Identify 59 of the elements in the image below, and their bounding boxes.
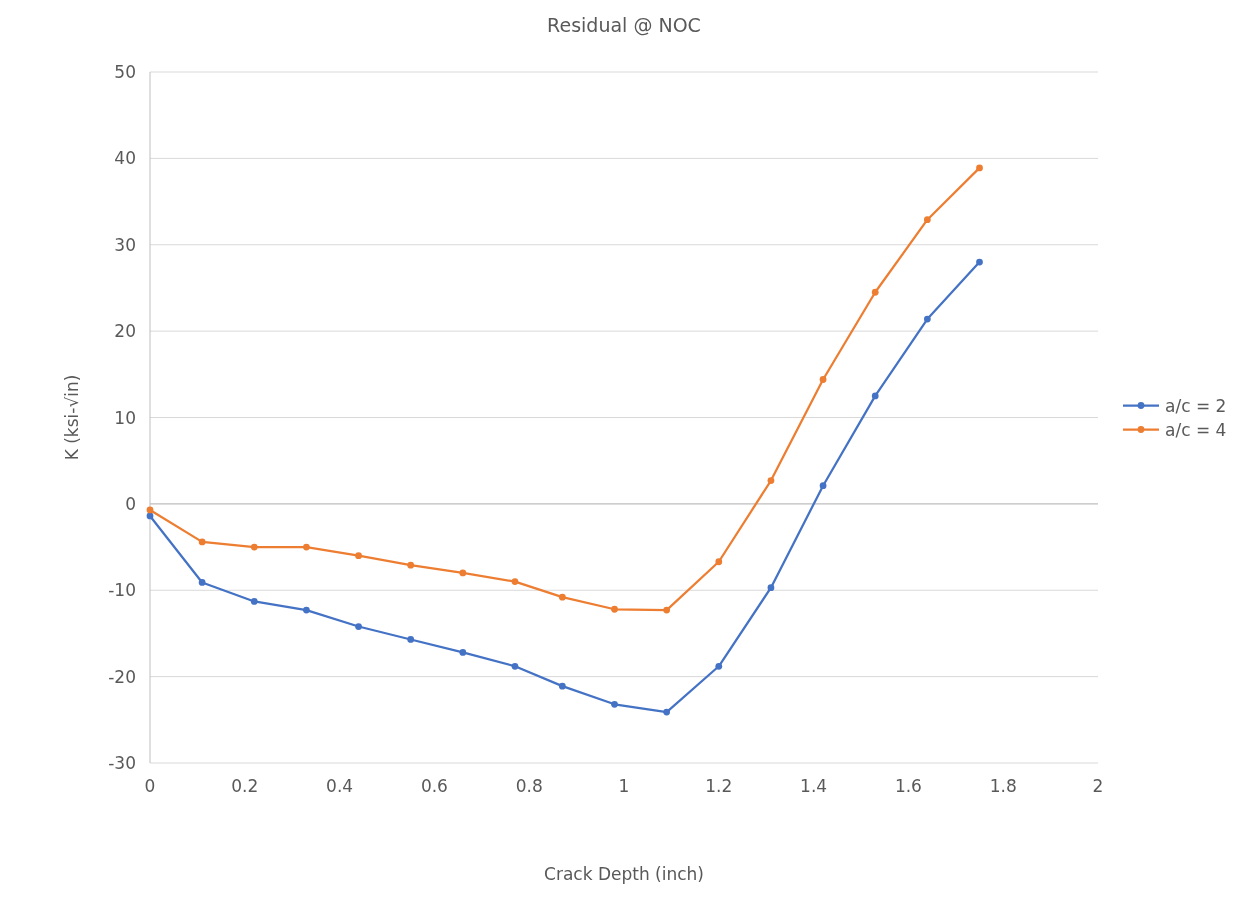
point (146, 506, 154, 514)
legend-label: a/c = 4 (1165, 419, 1227, 440)
point (923, 315, 931, 323)
point (871, 392, 879, 400)
point (767, 477, 775, 484)
point (459, 569, 467, 577)
y-tick-label: 40 (114, 148, 136, 169)
x-tick-label: 0 (144, 776, 156, 796)
x-tick-label: 1.8 (989, 776, 1017, 796)
point (355, 623, 362, 630)
y-axis-title: K (ksi-√in) (62, 374, 82, 461)
point (459, 649, 467, 656)
point (146, 512, 154, 520)
point (871, 288, 879, 296)
x-tick-label: 2 (1092, 776, 1104, 796)
point (198, 579, 206, 586)
x-tick-label: 0.8 (515, 776, 543, 796)
y-tick-label: 10 (114, 407, 136, 428)
point (976, 164, 983, 172)
y-tick-label: 50 (114, 62, 136, 82)
point (611, 700, 618, 708)
point (559, 593, 566, 601)
x-tick-label: 1.6 (894, 776, 922, 796)
y-tick-label: -30 (108, 753, 136, 773)
point (715, 662, 723, 670)
legend-label: a/c = 2 (1165, 395, 1227, 416)
point (819, 376, 827, 383)
y-tick-label: 20 (114, 321, 136, 342)
point (407, 561, 415, 569)
point (767, 584, 775, 592)
y-tick-label: 30 (114, 234, 136, 255)
point (250, 598, 258, 605)
x-tick-label: 0.2 (231, 776, 259, 796)
point (303, 606, 310, 614)
x-tick-label: 1 (618, 776, 630, 796)
point (923, 216, 931, 224)
point (663, 708, 671, 716)
chart-title: Residual @ NOC (547, 14, 701, 36)
point (303, 543, 310, 551)
point (511, 578, 519, 585)
x-tick-label: 1.4 (800, 776, 828, 796)
y-tick-label: -20 (108, 666, 136, 687)
y-tick-label: 0 (125, 493, 136, 514)
x-tick-label: 1.2 (705, 776, 733, 796)
point (559, 682, 566, 690)
point (407, 636, 415, 643)
point (715, 558, 723, 566)
point (355, 552, 362, 560)
y-tick-label: -10 (108, 580, 136, 601)
point (819, 482, 827, 490)
x-tick-label: 0.6 (420, 776, 448, 796)
point (663, 606, 671, 614)
point (198, 538, 206, 546)
point (611, 605, 618, 613)
point (511, 662, 519, 670)
x-tick-label: 0.4 (326, 776, 354, 796)
x-axis-title: Crack Depth (inch) (544, 864, 704, 884)
point (976, 258, 983, 266)
point (250, 543, 258, 551)
